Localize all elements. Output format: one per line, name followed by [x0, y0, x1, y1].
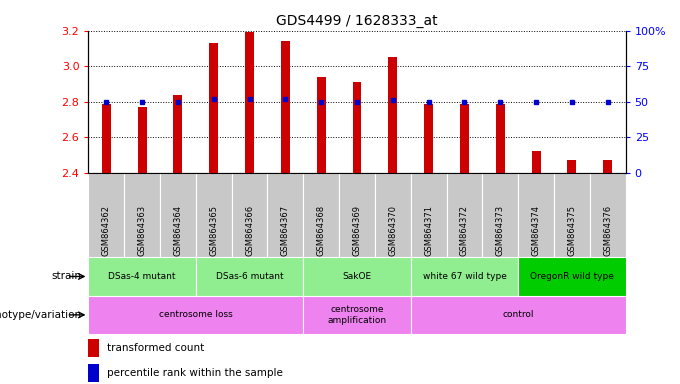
Bar	[532, 151, 541, 173]
Bar	[102, 104, 111, 173]
Bar	[303, 296, 411, 334]
Bar	[603, 161, 612, 173]
Text: GSM864365: GSM864365	[209, 205, 218, 256]
Bar	[567, 161, 577, 173]
Bar	[482, 173, 518, 257]
Bar	[137, 107, 147, 173]
Text: GSM864372: GSM864372	[460, 205, 469, 256]
Text: GSM864375: GSM864375	[567, 205, 577, 256]
Bar	[88, 257, 196, 296]
Bar	[424, 104, 433, 173]
Bar	[124, 173, 160, 257]
Text: strain: strain	[52, 271, 82, 281]
Text: SakOE: SakOE	[343, 272, 371, 281]
Bar	[160, 173, 196, 257]
Bar	[267, 173, 303, 257]
Text: GSM864367: GSM864367	[281, 204, 290, 256]
Bar	[447, 173, 482, 257]
Text: GSM864371: GSM864371	[424, 205, 433, 256]
Text: DSas-4 mutant: DSas-4 mutant	[108, 272, 176, 281]
Text: GSM864376: GSM864376	[603, 204, 612, 256]
Text: centrosome loss: centrosome loss	[159, 310, 233, 319]
Bar	[339, 173, 375, 257]
Bar	[196, 173, 232, 257]
Bar	[173, 95, 182, 173]
Bar	[411, 173, 447, 257]
Bar	[352, 82, 362, 173]
Text: GSM864366: GSM864366	[245, 204, 254, 256]
Bar	[388, 57, 397, 173]
Text: DSas-6 mutant: DSas-6 mutant	[216, 272, 284, 281]
Bar	[209, 43, 218, 173]
Bar	[245, 33, 254, 173]
Text: GSM864364: GSM864364	[173, 205, 182, 256]
Bar	[88, 339, 99, 356]
Bar	[496, 104, 505, 173]
Text: white 67 wild type: white 67 wild type	[422, 272, 507, 281]
Text: GSM864363: GSM864363	[137, 204, 147, 256]
Bar	[281, 41, 290, 173]
Text: OregonR wild type: OregonR wild type	[530, 272, 614, 281]
Text: GSM864362: GSM864362	[102, 205, 111, 256]
Text: GSM864368: GSM864368	[317, 204, 326, 256]
Text: genotype/variation: genotype/variation	[0, 310, 82, 320]
Bar	[411, 296, 626, 334]
Text: GSM864369: GSM864369	[352, 205, 362, 256]
Text: GSM864370: GSM864370	[388, 205, 397, 256]
Bar	[554, 173, 590, 257]
Bar	[303, 257, 411, 296]
Text: transformed count: transformed count	[107, 343, 205, 353]
Bar	[88, 364, 99, 382]
Bar	[303, 173, 339, 257]
Bar	[590, 173, 626, 257]
Title: GDS4499 / 1628333_at: GDS4499 / 1628333_at	[276, 14, 438, 28]
Bar	[460, 104, 469, 173]
Bar	[232, 173, 267, 257]
Bar	[196, 257, 303, 296]
Bar	[411, 257, 518, 296]
Bar	[518, 257, 626, 296]
Text: GSM864373: GSM864373	[496, 204, 505, 256]
Text: centrosome
amplification: centrosome amplification	[328, 305, 386, 324]
Text: GSM864374: GSM864374	[532, 205, 541, 256]
Text: percentile rank within the sample: percentile rank within the sample	[107, 368, 283, 378]
Bar	[518, 173, 554, 257]
Text: control: control	[503, 310, 534, 319]
Bar	[88, 173, 124, 257]
Bar	[317, 77, 326, 173]
Bar	[88, 296, 303, 334]
Bar	[375, 173, 411, 257]
